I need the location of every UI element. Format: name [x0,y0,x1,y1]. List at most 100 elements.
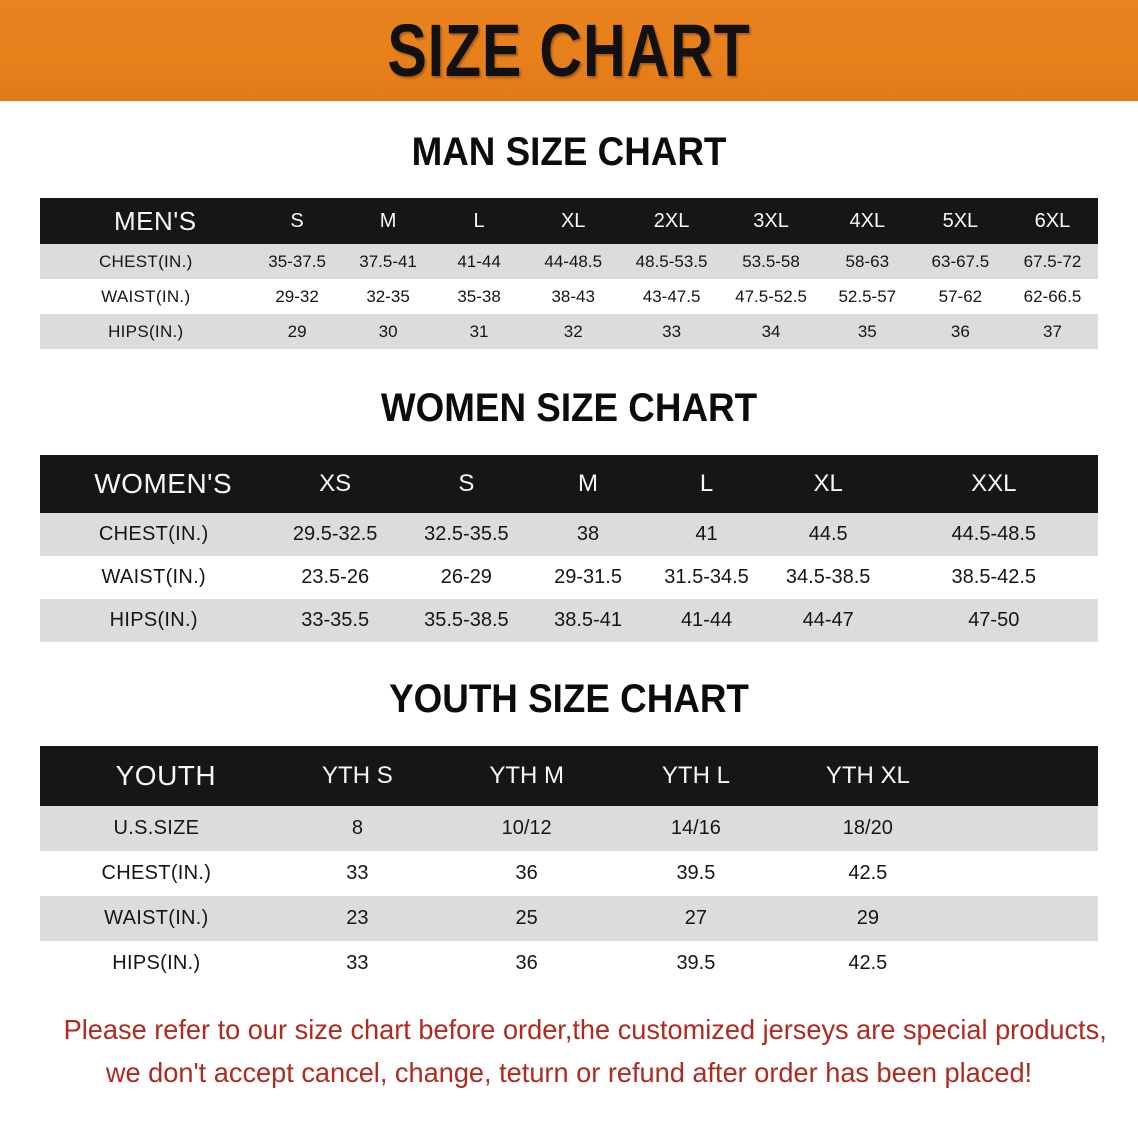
table-cell: 32-35 [342,279,434,314]
man-size-col-8: 5XL [913,198,1007,244]
youth-table-body: U.S.SIZE 8 10/12 14/16 18/20 CHEST(IN.) … [40,806,1098,986]
women-table-header: WOMEN'S XS S M L XL XXL [40,455,1098,513]
table-cell: 37.5-41 [342,244,434,279]
women-row-label-hips: HIPS(IN.) [40,599,268,642]
note-line-2: we don't accept cancel, change, teturn o… [105,1057,1033,1089]
women-row-label-chest: CHEST(IN.) [40,513,268,556]
table-cell: 37 [1006,314,1098,349]
man-row-label-waist: WAIST(IN.) [40,279,252,314]
table-cell: 35.5-38.5 [402,599,530,642]
table-cell: 29-31.5 [529,556,647,599]
table-cell: 47-50 [889,599,1098,642]
table-cell [955,941,1098,986]
table-row: CHEST(IN.) 33 36 39.5 42.5 [40,851,1098,896]
man-size-col-7: 4XL [820,198,914,244]
table-cell: 42.5 [780,851,956,896]
table-cell: 38.5-42.5 [889,556,1098,599]
table-cell: 29.5-32.5 [267,513,403,556]
table-cell: 53.5-58 [721,244,821,279]
page-content: MAN SIZE CHART MEN'S S M L XL 2XL 3XL 4X… [0,132,1138,1095]
man-row-label-hips: HIPS(IN.) [40,314,252,349]
youth-section-title: YOUTH SIZE CHART [389,677,749,721]
women-size-col-1: XS [267,455,403,513]
women-section-title: WOMEN SIZE CHART [380,386,758,430]
women-size-col-4: L [646,455,767,513]
table-row: CHEST(IN.) 35-37.5 37.5-41 41-44 44-48.5… [40,244,1098,279]
table-cell: 33 [621,314,722,349]
table-row: CHEST(IN.) 29.5-32.5 32.5-35.5 38 41 44.… [40,513,1098,556]
table-cell: 34.5-38.5 [766,556,890,599]
order-policy-note: Please refer to our size chart before or… [56,1008,1107,1095]
table-cell: 35-37.5 [251,244,343,279]
women-size-col-2: S [402,455,530,513]
table-cell: 57-62 [913,279,1007,314]
man-size-col-2: M [342,198,434,244]
table-cell: 31.5-34.5 [646,556,767,599]
man-size-col-3: L [433,198,525,244]
women-size-col-6: XXL [889,455,1098,513]
table-row: WAIST(IN.) 23 25 27 29 [40,896,1098,941]
table-cell: 44-48.5 [524,244,622,279]
table-cell: 36 [442,851,612,896]
youth-size-col-4: YTH XL [780,746,956,806]
table-cell [955,896,1098,941]
youth-row-label-hips: HIPS(IN.) [40,941,273,986]
women-size-col-3: M [529,455,647,513]
table-cell: 62-66.5 [1006,279,1098,314]
women-table-body: CHEST(IN.) 29.5-32.5 32.5-35.5 38 41 44.… [40,513,1098,642]
youth-size-table: YOUTH YTH S YTH M YTH L YTH XL U.S.SIZE … [40,746,1098,986]
man-section-title: MAN SIZE CHART [411,130,727,174]
note-line-1: Please refer to our size chart before or… [63,1014,1107,1045]
man-table-header: MEN'S S M L XL 2XL 3XL 4XL 5XL 6XL [40,198,1098,244]
table-cell: 23.5-26 [267,556,403,599]
table-cell: 29 [780,896,956,941]
table-cell: 18/20 [780,806,956,851]
table-cell: 33 [272,941,443,986]
table-cell: 14/16 [611,806,781,851]
table-header-row: YOUTH YTH S YTH M YTH L YTH XL [40,746,1098,806]
table-cell: 33-35.5 [267,599,403,642]
women-size-col-5: XL [766,455,890,513]
table-cell: 23 [272,896,443,941]
table-cell: 26-29 [402,556,530,599]
table-cell: 30 [342,314,434,349]
table-cell: 44.5-48.5 [889,513,1098,556]
table-cell: 47.5-52.5 [721,279,821,314]
man-size-col-4: XL [524,198,622,244]
size-chart-banner: SIZE CHART [0,0,1138,101]
table-cell: 31 [433,314,525,349]
table-cell: 41-44 [433,244,525,279]
youth-table-header: YOUTH YTH S YTH M YTH L YTH XL [40,746,1098,806]
table-cell: 33 [272,851,443,896]
table-cell: 36 [442,941,612,986]
table-cell: 29-32 [251,279,343,314]
table-cell: 34 [721,314,821,349]
man-size-col-5: 2XL [621,198,722,244]
table-cell: 44-47 [766,599,890,642]
women-row-label-waist: WAIST(IN.) [40,556,268,599]
table-cell: 63-67.5 [913,244,1007,279]
table-row: U.S.SIZE 8 10/12 14/16 18/20 [40,806,1098,851]
youth-row-label-chest: CHEST(IN.) [40,851,273,896]
table-row: HIPS(IN.) 29 30 31 32 33 34 35 36 37 [40,314,1098,349]
youth-corner-label: YOUTH [40,746,273,806]
table-cell: 8 [272,806,443,851]
table-cell: 29 [251,314,343,349]
man-size-col-1: S [251,198,343,244]
youth-row-label-us-size: U.S.SIZE [40,806,273,851]
table-cell: 43-47.5 [621,279,722,314]
table-cell: 67.5-72 [1006,244,1098,279]
table-cell: 27 [611,896,781,941]
man-row-label-chest: CHEST(IN.) [40,244,252,279]
table-cell: 10/12 [442,806,612,851]
table-cell: 44.5 [766,513,890,556]
table-cell: 38.5-41 [529,599,647,642]
women-corner-label: WOMEN'S [40,455,268,513]
table-cell [955,806,1098,851]
table-cell: 41 [646,513,767,556]
table-cell: 36 [913,314,1007,349]
table-cell: 38 [529,513,647,556]
table-row: WAIST(IN.) 29-32 32-35 35-38 38-43 43-47… [40,279,1098,314]
table-cell: 58-63 [820,244,914,279]
banner-title: SIZE CHART [387,8,751,92]
